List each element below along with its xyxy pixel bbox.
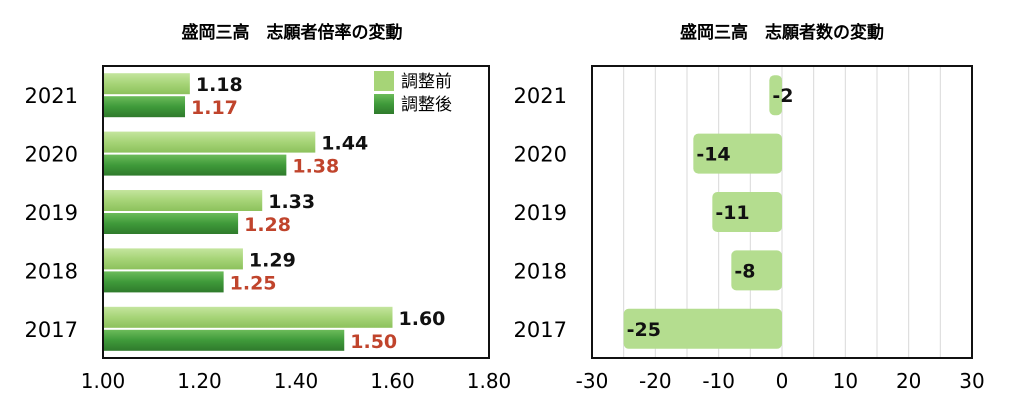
bar-label-before: 1.33 [268, 191, 315, 213]
bar-label-after: 1.17 [191, 97, 238, 119]
right-x-tick-label: 20 [896, 369, 921, 393]
right-x-tick-label: 0 [776, 369, 789, 393]
right-chart-frame [591, 65, 973, 359]
right-x-tick-label: -30 [576, 369, 609, 393]
right-y-tick-label: 2021 [514, 84, 567, 108]
left-x-tick-label: 1.00 [81, 369, 126, 393]
bar-before-adjustment [103, 73, 190, 95]
bar-after-adjustment [103, 154, 287, 176]
bar-label-change: -2 [772, 85, 793, 107]
bar-label-before: 1.18 [196, 74, 243, 96]
bar-label-after: 1.25 [230, 272, 277, 294]
legend-swatch-after [374, 94, 394, 114]
right-chart-x-axis: -30 -20 -10 0 10 20 30 [576, 369, 985, 393]
right-x-tick-label: 30 [959, 369, 984, 393]
right-y-tick-label: 2017 [514, 318, 567, 342]
bar-applicant-change [623, 308, 782, 349]
right-chart-title: 盛岡三高 志願者数の変動 [680, 22, 884, 43]
bar-label-before: 1.29 [249, 249, 296, 271]
left-y-tick-label: 2021 [25, 84, 78, 108]
bar-before-adjustment [103, 190, 263, 211]
legend-label-before: 調整前 [401, 72, 452, 92]
left-y-tick-label: 2018 [25, 259, 78, 283]
left-x-tick-label: 1.60 [370, 369, 415, 393]
bar-before-adjustment [103, 306, 393, 328]
right-x-tick-label: -10 [702, 369, 735, 393]
bar-label-after: 1.50 [350, 331, 397, 353]
legend-label-after: 調整後 [401, 95, 452, 115]
bar-applicant-change [769, 75, 782, 116]
right-y-tick-label: 2018 [514, 259, 567, 283]
left-y-tick-label: 2019 [25, 201, 78, 225]
bar-applicant-change [693, 133, 782, 174]
bar-applicant-change [731, 250, 782, 291]
left-chart-legend: 調整前 調整後 [374, 71, 452, 115]
right-x-tick-label: -20 [639, 369, 672, 393]
right-y-tick-label: 2020 [514, 143, 567, 167]
left-y-tick-label: 2017 [25, 318, 78, 342]
left-y-tick-label: 2020 [25, 143, 78, 167]
left-x-tick-label: 1.80 [467, 369, 512, 393]
left-chart-title: 盛岡三高 志願者倍率の変動 [182, 22, 403, 43]
bar-after-adjustment [103, 213, 239, 234]
bar-label-before: 1.44 [321, 133, 368, 155]
bar-before-adjustment [103, 248, 243, 270]
right-chart-y-axis: 2021 2020 2019 2018 2017 [514, 84, 567, 342]
left-chart-y-axis: 2021 2020 2019 2018 2017 [25, 84, 78, 342]
bar-after-adjustment [103, 329, 345, 351]
right-chart-bars: -2 -14 -11 -8 -25 [623, 75, 793, 349]
left-chart-x-axis: 1.00 1.20 1.40 1.60 1.80 [81, 369, 512, 393]
bar-after-adjustment [103, 96, 186, 118]
bar-label-change: -25 [627, 319, 661, 341]
bar-label-change: -8 [734, 260, 755, 282]
bar-label-after: 1.28 [244, 214, 291, 236]
legend-swatch-before [374, 71, 394, 91]
left-chart-bars: 1.181.17 1.441.38 1.331.28 1.291.25 1.601.50 [103, 73, 445, 353]
bar-after-adjustment [103, 271, 224, 293]
bar-label-change: -11 [715, 202, 749, 224]
bar-applicant-change [712, 192, 782, 232]
right-x-tick-label: 10 [833, 369, 858, 393]
bar-label-after: 1.38 [292, 156, 339, 178]
bar-before-adjustment [103, 131, 316, 153]
bar-label-before: 1.60 [399, 308, 446, 330]
left-x-tick-label: 1.40 [274, 369, 319, 393]
left-chart-frame [102, 65, 490, 359]
left-x-tick-label: 1.20 [177, 369, 222, 393]
right-y-tick-label: 2019 [514, 201, 567, 225]
bar-label-change: -14 [696, 144, 730, 166]
